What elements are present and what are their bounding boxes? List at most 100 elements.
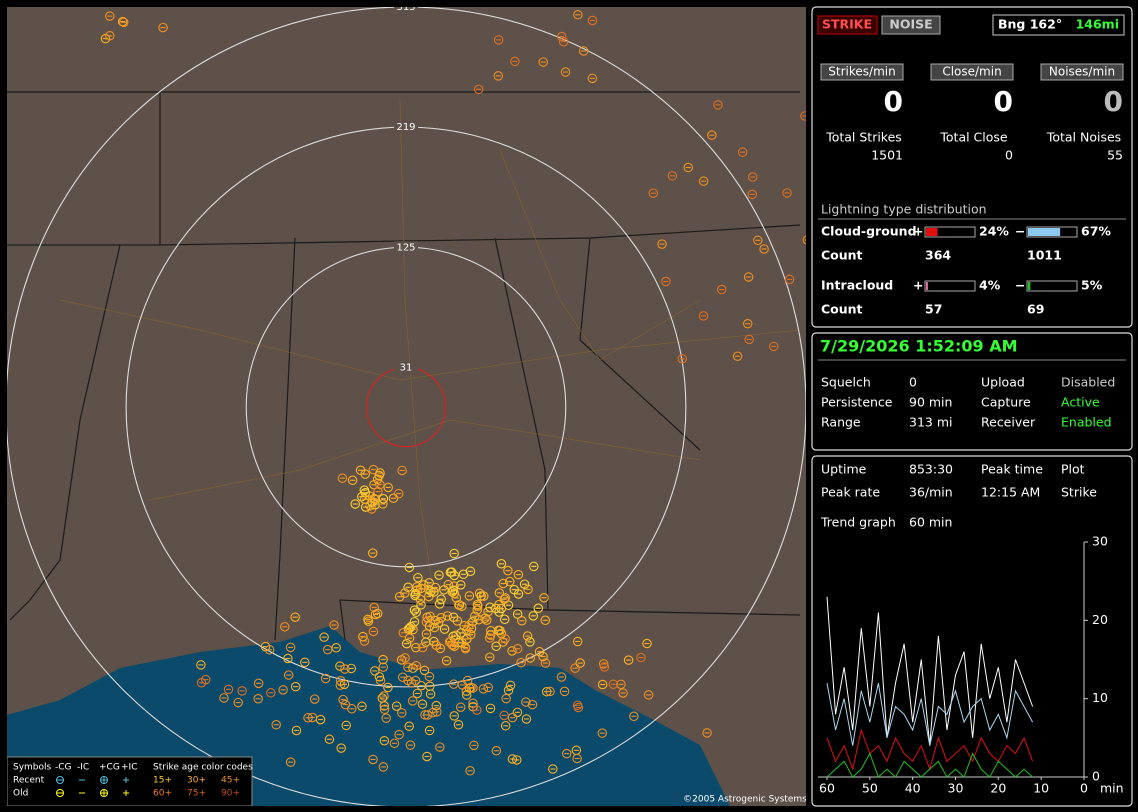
strike-ring — [429, 622, 440, 633]
strike-symbol — [500, 721, 511, 731]
strike-ring — [359, 494, 370, 504]
strike-ring — [381, 713, 391, 723]
strike-ring — [570, 663, 580, 673]
strike-symbol — [507, 754, 518, 764]
strike-ring — [472, 705, 482, 715]
count: 364 — [925, 248, 951, 263]
strike-ring — [465, 766, 475, 776]
strike-symbol — [410, 675, 421, 686]
trend-line — [826, 752, 1033, 778]
strike-symbol — [411, 642, 421, 653]
noise-button[interactable] — [881, 15, 941, 35]
strike-symbol — [493, 71, 504, 81]
strike-ring — [456, 628, 466, 638]
strike-symbol — [377, 693, 388, 703]
strike-ring — [556, 672, 567, 682]
status-field: Capture — [981, 395, 1031, 410]
strike-symbol — [383, 682, 393, 693]
noise-button-label[interactable]: NOISE — [889, 17, 932, 32]
strike-symbol — [608, 679, 619, 690]
strike-symbol — [512, 707, 523, 718]
strike-ring — [661, 276, 671, 287]
strike-ring — [483, 682, 493, 693]
strike-ring — [253, 694, 263, 704]
strike-button-label[interactable]: STRIKE — [822, 17, 872, 32]
strike-symbol — [505, 680, 516, 691]
strike-ring — [485, 602, 495, 613]
strike-symbol — [401, 638, 412, 649]
strike-ring — [397, 465, 407, 476]
strike-symbol — [398, 628, 409, 638]
strike-ring — [473, 601, 483, 611]
strike-symbol — [572, 636, 583, 647]
strike-ring — [432, 707, 442, 717]
strike-ring — [572, 753, 582, 764]
strike-symbol — [408, 663, 418, 673]
strike-ring — [359, 636, 370, 646]
strike-ring — [403, 662, 413, 673]
strike-symbol — [388, 493, 399, 504]
strike-ring — [479, 591, 489, 601]
strike-symbol — [420, 710, 430, 720]
strike-ring — [279, 622, 290, 632]
status-field: 313 mi — [909, 415, 952, 430]
strike-symbol — [421, 617, 432, 627]
stat-field: Peak time — [981, 462, 1043, 477]
strike-ring — [513, 569, 524, 580]
legend-symbol — [56, 776, 64, 784]
strike-symbol — [435, 742, 445, 752]
strike-symbol — [372, 474, 383, 485]
strike-ring — [667, 171, 678, 181]
strike-ring — [339, 679, 350, 690]
strike-ring — [573, 702, 584, 713]
strike-ring — [461, 690, 472, 700]
strike-symbol — [533, 603, 544, 614]
strike-ring — [453, 719, 464, 730]
strike-ring — [300, 657, 310, 668]
strike-symbol — [759, 244, 769, 254]
strike-ring — [253, 678, 264, 689]
strike-symbol — [412, 688, 423, 699]
strike-symbol — [465, 629, 476, 640]
strike-symbol — [493, 35, 504, 45]
strike-symbol — [743, 272, 754, 282]
strike-symbol — [452, 616, 463, 626]
strike-symbol — [597, 679, 608, 690]
percent-track — [1026, 280, 1078, 292]
status-field: Enabled — [1061, 415, 1112, 430]
strike-ring — [747, 172, 758, 182]
strike-ring — [443, 579, 454, 590]
strike-symbol — [769, 341, 779, 352]
legend: Symbols -CG -IC +CG +IC Strike age color code… — [7, 756, 253, 806]
rate-value: 0 — [994, 85, 1013, 118]
strike-ring — [367, 548, 378, 558]
strike-ring — [375, 468, 385, 478]
strike-symbol — [409, 605, 420, 615]
strike-ring — [158, 22, 168, 33]
rate-value: 0 — [884, 85, 903, 118]
strike-symbol — [495, 625, 505, 636]
strike-button[interactable] — [817, 15, 878, 35]
strike-symbol — [560, 67, 571, 77]
strike-symbol — [702, 728, 712, 738]
strike-symbol — [512, 644, 523, 654]
strike-ring — [309, 694, 320, 704]
rate-value: 0 — [1104, 85, 1123, 118]
strike-ring — [744, 334, 754, 345]
strike-symbol — [290, 612, 300, 622]
strike-symbol — [464, 591, 475, 601]
distance: 146mi — [1076, 17, 1119, 32]
strike-symbol — [391, 701, 402, 711]
strike-ring — [404, 633, 415, 643]
strike-ring — [519, 579, 530, 589]
strike-symbol — [737, 147, 748, 157]
rate-label-box — [820, 63, 904, 81]
strike-ring — [391, 701, 402, 711]
strike-symbol — [322, 644, 333, 655]
strike-ring — [237, 686, 247, 696]
strike-ring — [266, 688, 276, 698]
stat-field: Strike — [1061, 485, 1097, 500]
x-tick-label: 40 — [905, 781, 921, 796]
strike-symbol — [657, 239, 667, 249]
